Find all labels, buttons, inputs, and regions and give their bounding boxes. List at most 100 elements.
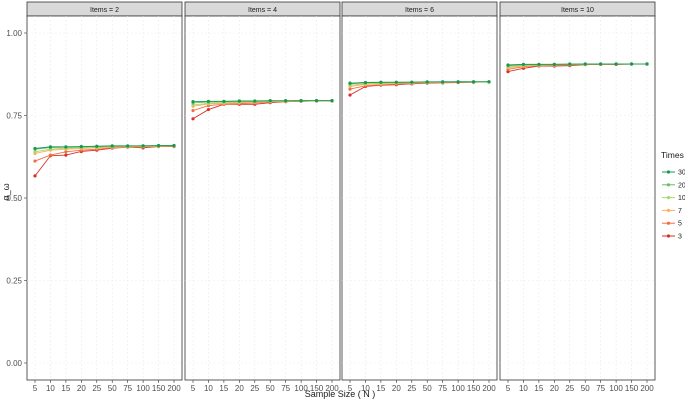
data-point <box>471 80 476 84</box>
legend-key-point <box>666 183 671 187</box>
x-tick-label: 15 <box>61 384 70 393</box>
data-point <box>330 99 334 103</box>
y-axis-title: α_ω <box>1 183 11 200</box>
legend-title: Times <box>661 150 684 160</box>
data-point <box>629 62 634 66</box>
x-tick-label: 10 <box>361 384 370 393</box>
x-tick-label: 75 <box>281 384 290 393</box>
data-point <box>206 107 211 112</box>
facet-strip-label: Items = 4 <box>248 7 277 14</box>
legend-label: 10 <box>678 195 685 202</box>
x-tick-label: 200 <box>482 384 496 393</box>
x-tick-label: 10 <box>46 384 55 393</box>
x-tick-label: 50 <box>266 384 275 393</box>
x-tick-label: 5 <box>33 384 38 393</box>
data-point <box>156 143 161 148</box>
data-point <box>206 99 211 103</box>
data-point <box>521 62 526 66</box>
x-tick-label: 50 <box>108 384 117 393</box>
legend-key-point <box>666 221 671 225</box>
data-point <box>348 93 352 97</box>
data-point <box>237 99 241 103</box>
data-point <box>48 145 53 149</box>
series-30 <box>348 80 491 85</box>
y-tick-label: 0.50 <box>6 194 22 203</box>
y-tick-label: 0.75 <box>6 112 22 121</box>
legend-label: 30 <box>678 170 685 177</box>
data-point <box>568 62 572 66</box>
data-point <box>348 81 352 85</box>
legend-label: 20 <box>678 182 685 189</box>
x-tick-label: 50 <box>423 384 432 393</box>
data-point <box>191 117 195 121</box>
legend-entry: 10 <box>662 195 685 202</box>
series-line <box>349 81 489 84</box>
data-point <box>487 80 491 84</box>
legend: Times 30 20 10 7 5 3 <box>661 150 685 241</box>
y-tick-label: 0.25 <box>6 277 22 286</box>
data-point <box>599 62 603 66</box>
x-tick-label: 100 <box>451 384 465 393</box>
x-tick-label: 25 <box>250 384 259 393</box>
series-line <box>34 145 174 149</box>
data-point <box>410 80 414 84</box>
data-point <box>425 80 429 84</box>
legend-key-point <box>666 234 671 238</box>
legend-label: 5 <box>678 221 682 228</box>
x-tick-label: 15 <box>376 384 385 393</box>
series-30 <box>191 99 334 104</box>
x-tick-label: 200 <box>167 384 181 393</box>
data-point <box>48 153 53 157</box>
data-point <box>33 174 37 178</box>
series-line <box>192 100 332 103</box>
data-point <box>79 144 83 149</box>
x-axis-title: Sample Size ( N ) <box>305 389 376 399</box>
data-point <box>33 146 37 151</box>
data-point <box>614 62 618 66</box>
x-tick-label: 25 <box>565 384 574 393</box>
facet-strip-label: Items = 6 <box>405 7 434 14</box>
series-30 <box>506 62 649 67</box>
data-point <box>506 63 510 67</box>
x-tick-label: 5 <box>506 384 511 393</box>
data-point <box>191 108 195 113</box>
x-tick-label: 200 <box>325 384 339 393</box>
data-point <box>441 80 445 84</box>
x-tick-label: 75 <box>123 384 132 393</box>
data-point <box>348 87 352 91</box>
x-tick-label: 50 <box>581 384 590 393</box>
x-tick-label: 10 <box>204 384 213 393</box>
data-point <box>583 62 587 66</box>
data-point <box>363 80 368 85</box>
facet-panel: Items = 10 <box>499 1 656 381</box>
x-axis: 5 10 15 20 25 50 75 100 150 200 5 10 15 20 25 50 75 100 15… <box>33 380 654 393</box>
x-tick-label: 5 <box>191 384 196 393</box>
x-tick-label: 15 <box>219 384 228 393</box>
x-tick-label: 15 <box>534 384 543 393</box>
data-point <box>253 99 257 103</box>
x-tick-label: 100 <box>136 384 150 393</box>
x-tick-label: 20 <box>77 384 86 393</box>
x-tick-label: 150 <box>467 384 481 393</box>
facet-panel: Items = 4 <box>184 1 341 381</box>
series-line <box>34 146 174 177</box>
data-point <box>506 70 510 74</box>
facet-panel: Items = 2 <box>26 1 183 381</box>
data-point <box>284 99 288 103</box>
x-tick-label: 150 <box>310 384 324 393</box>
data-point <box>299 99 303 103</box>
x-tick-label: 75 <box>596 384 605 393</box>
data-point <box>64 145 68 149</box>
data-point <box>33 150 37 154</box>
y-axis: 0.00 0.25 0.50 0.75 1.00 <box>6 29 27 368</box>
data-point <box>126 144 130 148</box>
series-30 <box>33 143 176 151</box>
x-tick-label: 5 <box>348 384 353 393</box>
facet-panel: Items = 6 <box>341 1 498 381</box>
data-point <box>268 99 272 103</box>
data-point <box>172 143 176 148</box>
data-point <box>141 144 145 148</box>
data-point <box>64 153 68 157</box>
legend-entry: 5 <box>662 221 682 228</box>
